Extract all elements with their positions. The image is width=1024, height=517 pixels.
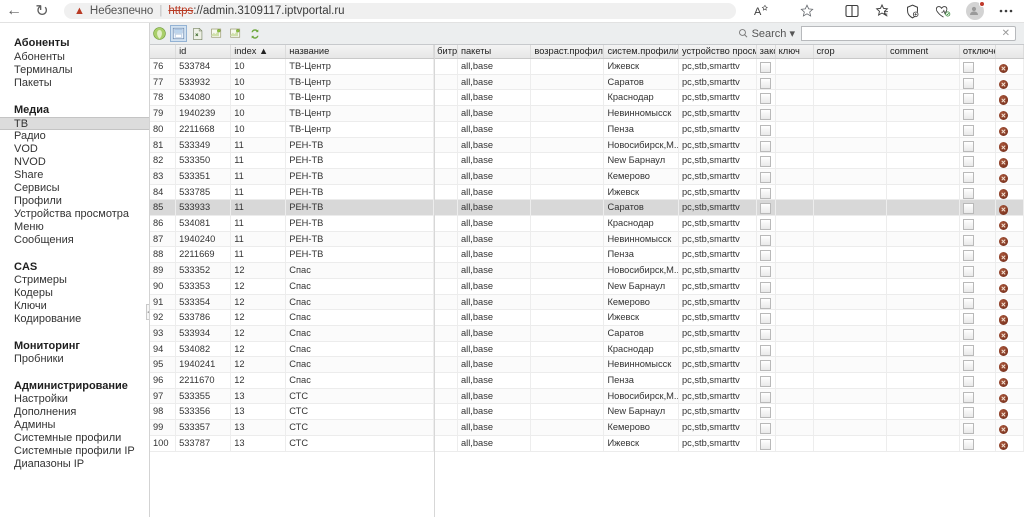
- svg-text:A: A: [754, 6, 762, 18]
